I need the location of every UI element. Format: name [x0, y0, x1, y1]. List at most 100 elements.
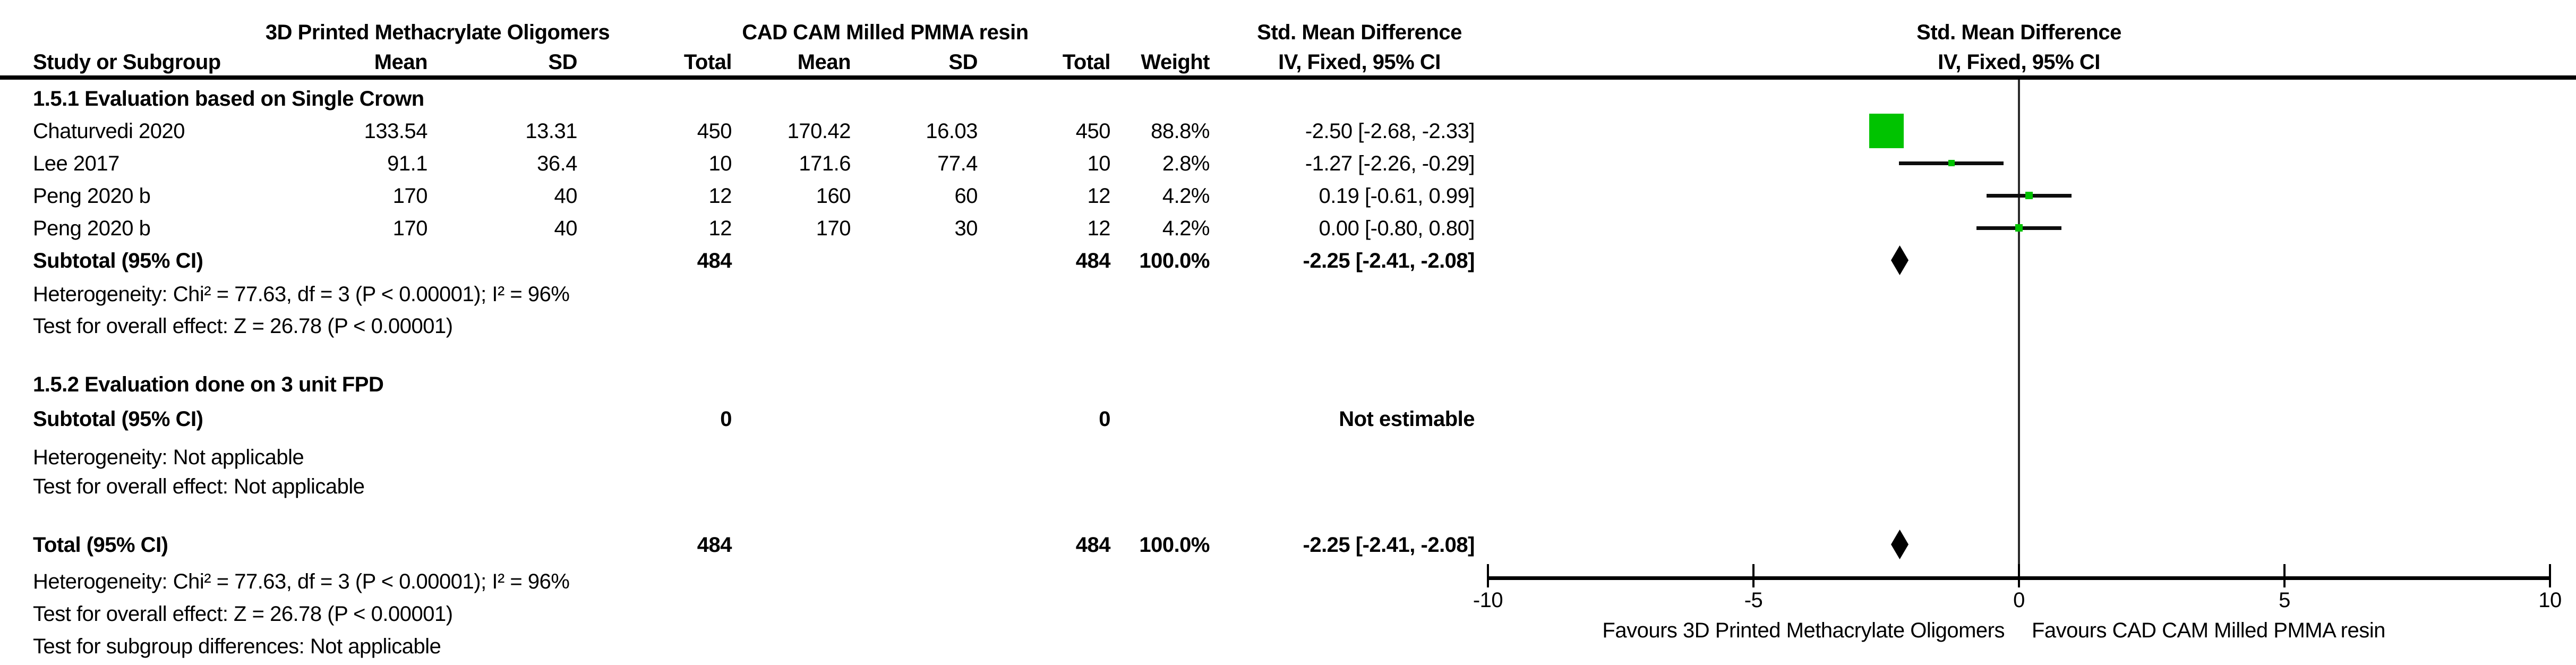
subgroup-1-heading: 1.5.1 Evaluation based on Single Crown	[0, 86, 2576, 112]
overall-effect-text: Test for overall effect: Z = 26.78 (P < …	[33, 314, 453, 338]
subtotal-label: Subtotal (95% CI)	[33, 407, 203, 431]
table-row-study: Peng 2020 b 170 40 12 170 30 12 4.2% 0.0…	[0, 215, 2576, 242]
total-weight: 100.0%	[1139, 533, 1210, 557]
weight: 88.8%	[1151, 120, 1210, 143]
effect-size-square	[1948, 160, 1955, 166]
column-header-row: Study or Subgroup Mean SD Total Mean SD …	[0, 49, 2576, 75]
total-exp: 450	[697, 120, 732, 143]
subgroup-difference-line: Test for subgroup differences: Not appli…	[0, 633, 2576, 660]
sd-exp: 36.4	[537, 152, 577, 175]
favours-left-label: Favours 3D Printed Methacrylate Oligomer…	[1602, 619, 2005, 642]
effect-size-square	[2015, 224, 2023, 232]
study-name: Peng 2020 b	[33, 184, 151, 208]
mean-exp: 133.54	[364, 120, 428, 143]
total-exp: 12	[708, 184, 732, 208]
axis-tick	[2283, 564, 2286, 587]
weight: 2.8%	[1162, 152, 1210, 175]
overall-effect-line: Test for overall effect: Not applicable	[0, 473, 2576, 500]
sd-ctrl: 30	[954, 217, 978, 240]
overall-effect-text: Test for overall effect: Not applicable	[33, 475, 365, 498]
col-sd-ctrl: SD	[948, 50, 978, 74]
subtotal-total-ctrl: 484	[1075, 249, 1111, 272]
table-row-study: Chaturvedi 2020 133.54 13.31 450 170.42 …	[0, 118, 2576, 144]
study-name: Chaturvedi 2020	[33, 120, 185, 143]
effect-header: Std. Mean Difference	[1257, 21, 1462, 44]
table-row-study: Peng 2020 b 170 40 12 160 60 12 4.2% 0.1…	[0, 183, 2576, 209]
heterogeneity-text: Heterogeneity: Chi² = 77.63, df = 3 (P <…	[33, 570, 570, 593]
sd-exp: 40	[554, 217, 578, 240]
heterogeneity-line: Heterogeneity: Not applicable	[0, 444, 2576, 471]
weight: 4.2%	[1162, 217, 1210, 240]
mean-ctrl: 170.42	[787, 120, 851, 143]
overall-effect-line: Test for overall effect: Z = 26.78 (P < …	[0, 601, 2576, 627]
study-name: Lee 2017	[33, 152, 119, 175]
table-row-study: Lee 2017 91.1 36.4 10 171.6 77.4 10 2.8%…	[0, 150, 2576, 177]
subtotal-total-ctrl: 0	[1099, 407, 1110, 431]
subgroup-difference-text: Test for subgroup differences: Not appli…	[33, 635, 441, 658]
effect-size-square	[2025, 192, 2033, 199]
axis-tick-label: 5	[2279, 589, 2290, 612]
subtotal-row: Subtotal (95% CI) 0 0 Not estimable	[0, 406, 2576, 432]
subtotal-row: Subtotal (95% CI) 484 484 100.0% -2.25 […	[0, 248, 2576, 274]
col-sd-exp: SD	[548, 50, 577, 74]
axis-tick	[1487, 564, 1489, 587]
sd-ctrl: 16.03	[926, 120, 978, 143]
heterogeneity-text: Heterogeneity: Chi² = 77.63, df = 3 (P <…	[33, 283, 570, 306]
overall-effect-line: Test for overall effect: Z = 26.78 (P < …	[0, 313, 2576, 339]
sd-ctrl: 60	[954, 184, 978, 208]
heterogeneity-text: Heterogeneity: Not applicable	[33, 446, 304, 469]
ci-text: -1.27 [-2.26, -0.29]	[1305, 152, 1475, 175]
col-study: Study or Subgroup	[33, 50, 221, 74]
col-weight: Weight	[1141, 50, 1210, 74]
col-total-exp: Total	[683, 50, 732, 74]
total-ctrl: 10	[1087, 152, 1111, 175]
subtotal-ci: -2.25 [-2.41, -2.08]	[1303, 249, 1475, 272]
mean-exp: 170	[392, 184, 428, 208]
axis-tick-label: -5	[1744, 589, 1763, 612]
axis-tick	[2549, 564, 2551, 587]
sd-ctrl: 77.4	[937, 152, 978, 175]
total-ci: -2.25 [-2.41, -2.08]	[1303, 533, 1475, 557]
weight: 4.2%	[1162, 184, 1210, 208]
total-exp: 12	[708, 217, 732, 240]
effect-plot-header: Std. Mean Difference	[1916, 21, 2121, 44]
effect-size-square	[1869, 113, 1904, 148]
total-total-exp: 484	[697, 533, 732, 557]
subgroup-1-heading-label: 1.5.1 Evaluation based on Single Crown	[33, 87, 424, 110]
mean-ctrl: 171.6	[799, 152, 851, 175]
axis-tick-label: 0	[2013, 589, 2025, 612]
subtotal-ci: Not estimable	[1339, 407, 1475, 431]
col-total-ctrl: Total	[1062, 50, 1111, 74]
group-header-row: 3D Printed Methacrylate Oligomers CAD CA…	[0, 19, 2576, 46]
subgroup-2-heading: 1.5.2 Evaluation done on 3 unit FPD	[0, 371, 2576, 398]
subtotal-weight: 100.0%	[1139, 249, 1210, 272]
total-exp: 10	[708, 152, 732, 175]
control-group-header: CAD CAM Milled PMMA resin	[742, 21, 1029, 44]
overall-effect-text: Test for overall effect: Z = 26.78 (P < …	[33, 602, 453, 626]
axis-tick-label: -10	[1473, 589, 1503, 612]
total-ctrl: 450	[1075, 120, 1111, 143]
mean-exp: 91.1	[387, 152, 427, 175]
col-mean-exp: Mean	[374, 50, 428, 74]
col-mean-ctrl: Mean	[797, 50, 851, 74]
total-ctrl: 12	[1087, 184, 1111, 208]
ci-text: 0.00 [-0.80, 0.80]	[1319, 217, 1475, 240]
total-label: Total (95% CI)	[33, 533, 168, 557]
axis-tick	[1752, 564, 1755, 587]
subgroup-2-heading-label: 1.5.2 Evaluation done on 3 unit FPD	[33, 373, 384, 396]
col-method: IV, Fixed, 95% CI	[1278, 50, 1441, 74]
subtotal-total-exp: 0	[720, 407, 732, 431]
total-total-ctrl: 484	[1075, 533, 1111, 557]
ci-text: 0.19 [-0.61, 0.99]	[1319, 184, 1475, 208]
study-name: Peng 2020 b	[33, 217, 151, 240]
ci-text: -2.50 [-2.68, -2.33]	[1305, 120, 1475, 143]
axis-tick	[2018, 564, 2020, 587]
col-method-plot: IV, Fixed, 95% CI	[1938, 50, 2100, 74]
heterogeneity-line: Heterogeneity: Chi² = 77.63, df = 3 (P <…	[0, 568, 2576, 595]
favours-right-label: Favours CAD CAM Milled PMMA resin	[2032, 619, 2385, 642]
mean-ctrl: 170	[816, 217, 851, 240]
zero-reference-line	[2018, 80, 2020, 576]
total-row: Total (95% CI) 484 484 100.0% -2.25 [-2.…	[0, 532, 2576, 558]
total-ctrl: 12	[1087, 217, 1111, 240]
